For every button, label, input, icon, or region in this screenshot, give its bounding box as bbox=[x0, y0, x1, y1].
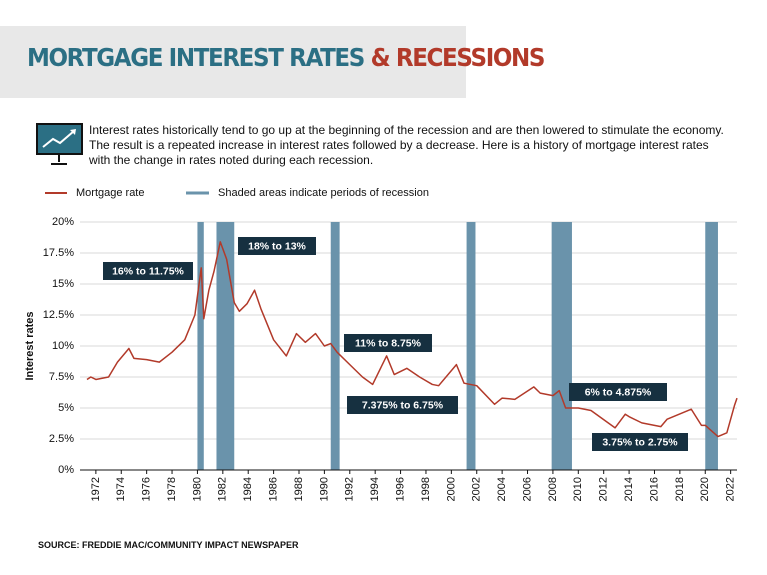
x-tick-label: 2012 bbox=[598, 477, 610, 501]
x-tick-label: 2006 bbox=[521, 477, 533, 501]
annotation-box bbox=[344, 334, 432, 352]
recession-band bbox=[216, 222, 235, 470]
annotation-label: 16% to 11.75% bbox=[112, 265, 184, 277]
x-tick-label: 2000 bbox=[445, 477, 457, 501]
legend-label: Mortgage rate bbox=[76, 187, 144, 199]
x-tick-label: 1996 bbox=[394, 477, 406, 501]
recession-band bbox=[466, 222, 476, 470]
x-tick-label: 2016 bbox=[648, 477, 660, 501]
chart-title: MORTGAGE INTEREST RATES & RECESSIONS bbox=[27, 43, 546, 72]
annotation-label: 18% to 13% bbox=[248, 240, 306, 252]
x-tick-label: 2008 bbox=[547, 477, 559, 501]
source: SOURCE: FREDDIE MAC/COMMUNITY IMPACT NEW… bbox=[38, 540, 299, 550]
x-tick-label: 2002 bbox=[471, 477, 483, 501]
x-tick-label: 1998 bbox=[420, 477, 432, 501]
x-tick-label: 1986 bbox=[268, 477, 280, 501]
annotation-label: 11% to 8.75% bbox=[355, 337, 422, 349]
y-tick-label: 0% bbox=[58, 464, 74, 476]
annotation-label: 7.375% to 6.75% bbox=[362, 399, 444, 411]
description: Interest rates historically tend to go u… bbox=[89, 123, 724, 167]
recession-band bbox=[197, 222, 204, 470]
x-tick-label: 2014 bbox=[623, 477, 635, 501]
x-tick-label: 2018 bbox=[674, 477, 686, 501]
recession-band bbox=[330, 222, 340, 470]
y-tick-label: 15% bbox=[52, 278, 74, 290]
x-tick-label: 2004 bbox=[496, 477, 508, 501]
x-tick-label: 1974 bbox=[115, 477, 127, 501]
x-tick-label: 1972 bbox=[90, 477, 102, 501]
annotation-label: 3.75% to 2.75% bbox=[602, 436, 678, 448]
y-tick-label: 10% bbox=[52, 340, 74, 352]
x-tick-label: 1994 bbox=[369, 477, 381, 501]
x-tick-label: 1980 bbox=[191, 477, 203, 501]
annotation-box bbox=[569, 383, 667, 401]
icon bbox=[36, 123, 83, 165]
title-main: MORTGAGE INTEREST RATES bbox=[27, 43, 365, 72]
y-axis-label: Interest rates bbox=[24, 311, 36, 380]
y-tick-label: 20% bbox=[52, 216, 74, 228]
x-tick-label: 1984 bbox=[242, 477, 254, 501]
recession-band bbox=[705, 222, 718, 470]
x-tick-label: 1988 bbox=[293, 477, 305, 501]
annotation-box bbox=[592, 433, 688, 451]
x-tick-label: 1976 bbox=[141, 477, 153, 501]
annotation-label: 6% to 4.875% bbox=[585, 386, 652, 398]
x-tick-label: 2020 bbox=[699, 477, 711, 501]
annotation-box bbox=[103, 262, 193, 280]
x-tick-label: 2022 bbox=[725, 477, 737, 501]
y-tick-label: 12.5% bbox=[43, 309, 74, 321]
annotation-box bbox=[238, 237, 316, 255]
x-tick-label: 1992 bbox=[344, 477, 356, 501]
title-accent: & RECESSIONS bbox=[370, 43, 546, 72]
x-tick-label: 2010 bbox=[572, 477, 584, 501]
y-tick-label: 17.5% bbox=[43, 247, 74, 259]
y-tick-label: 5% bbox=[58, 402, 74, 414]
annotation-box bbox=[347, 396, 458, 414]
recession-band bbox=[551, 222, 572, 470]
x-tick-label: 1990 bbox=[318, 477, 330, 501]
y-tick-label: 2.5% bbox=[49, 433, 74, 445]
legend-label: Shaded areas indicate periods of recessi… bbox=[218, 187, 429, 199]
y-tick-label: 7.5% bbox=[49, 371, 74, 383]
rate-line bbox=[86, 241, 738, 438]
x-tick-label: 1978 bbox=[166, 477, 178, 501]
x-tick-label: 1982 bbox=[217, 477, 229, 501]
title-banner bbox=[0, 26, 466, 98]
